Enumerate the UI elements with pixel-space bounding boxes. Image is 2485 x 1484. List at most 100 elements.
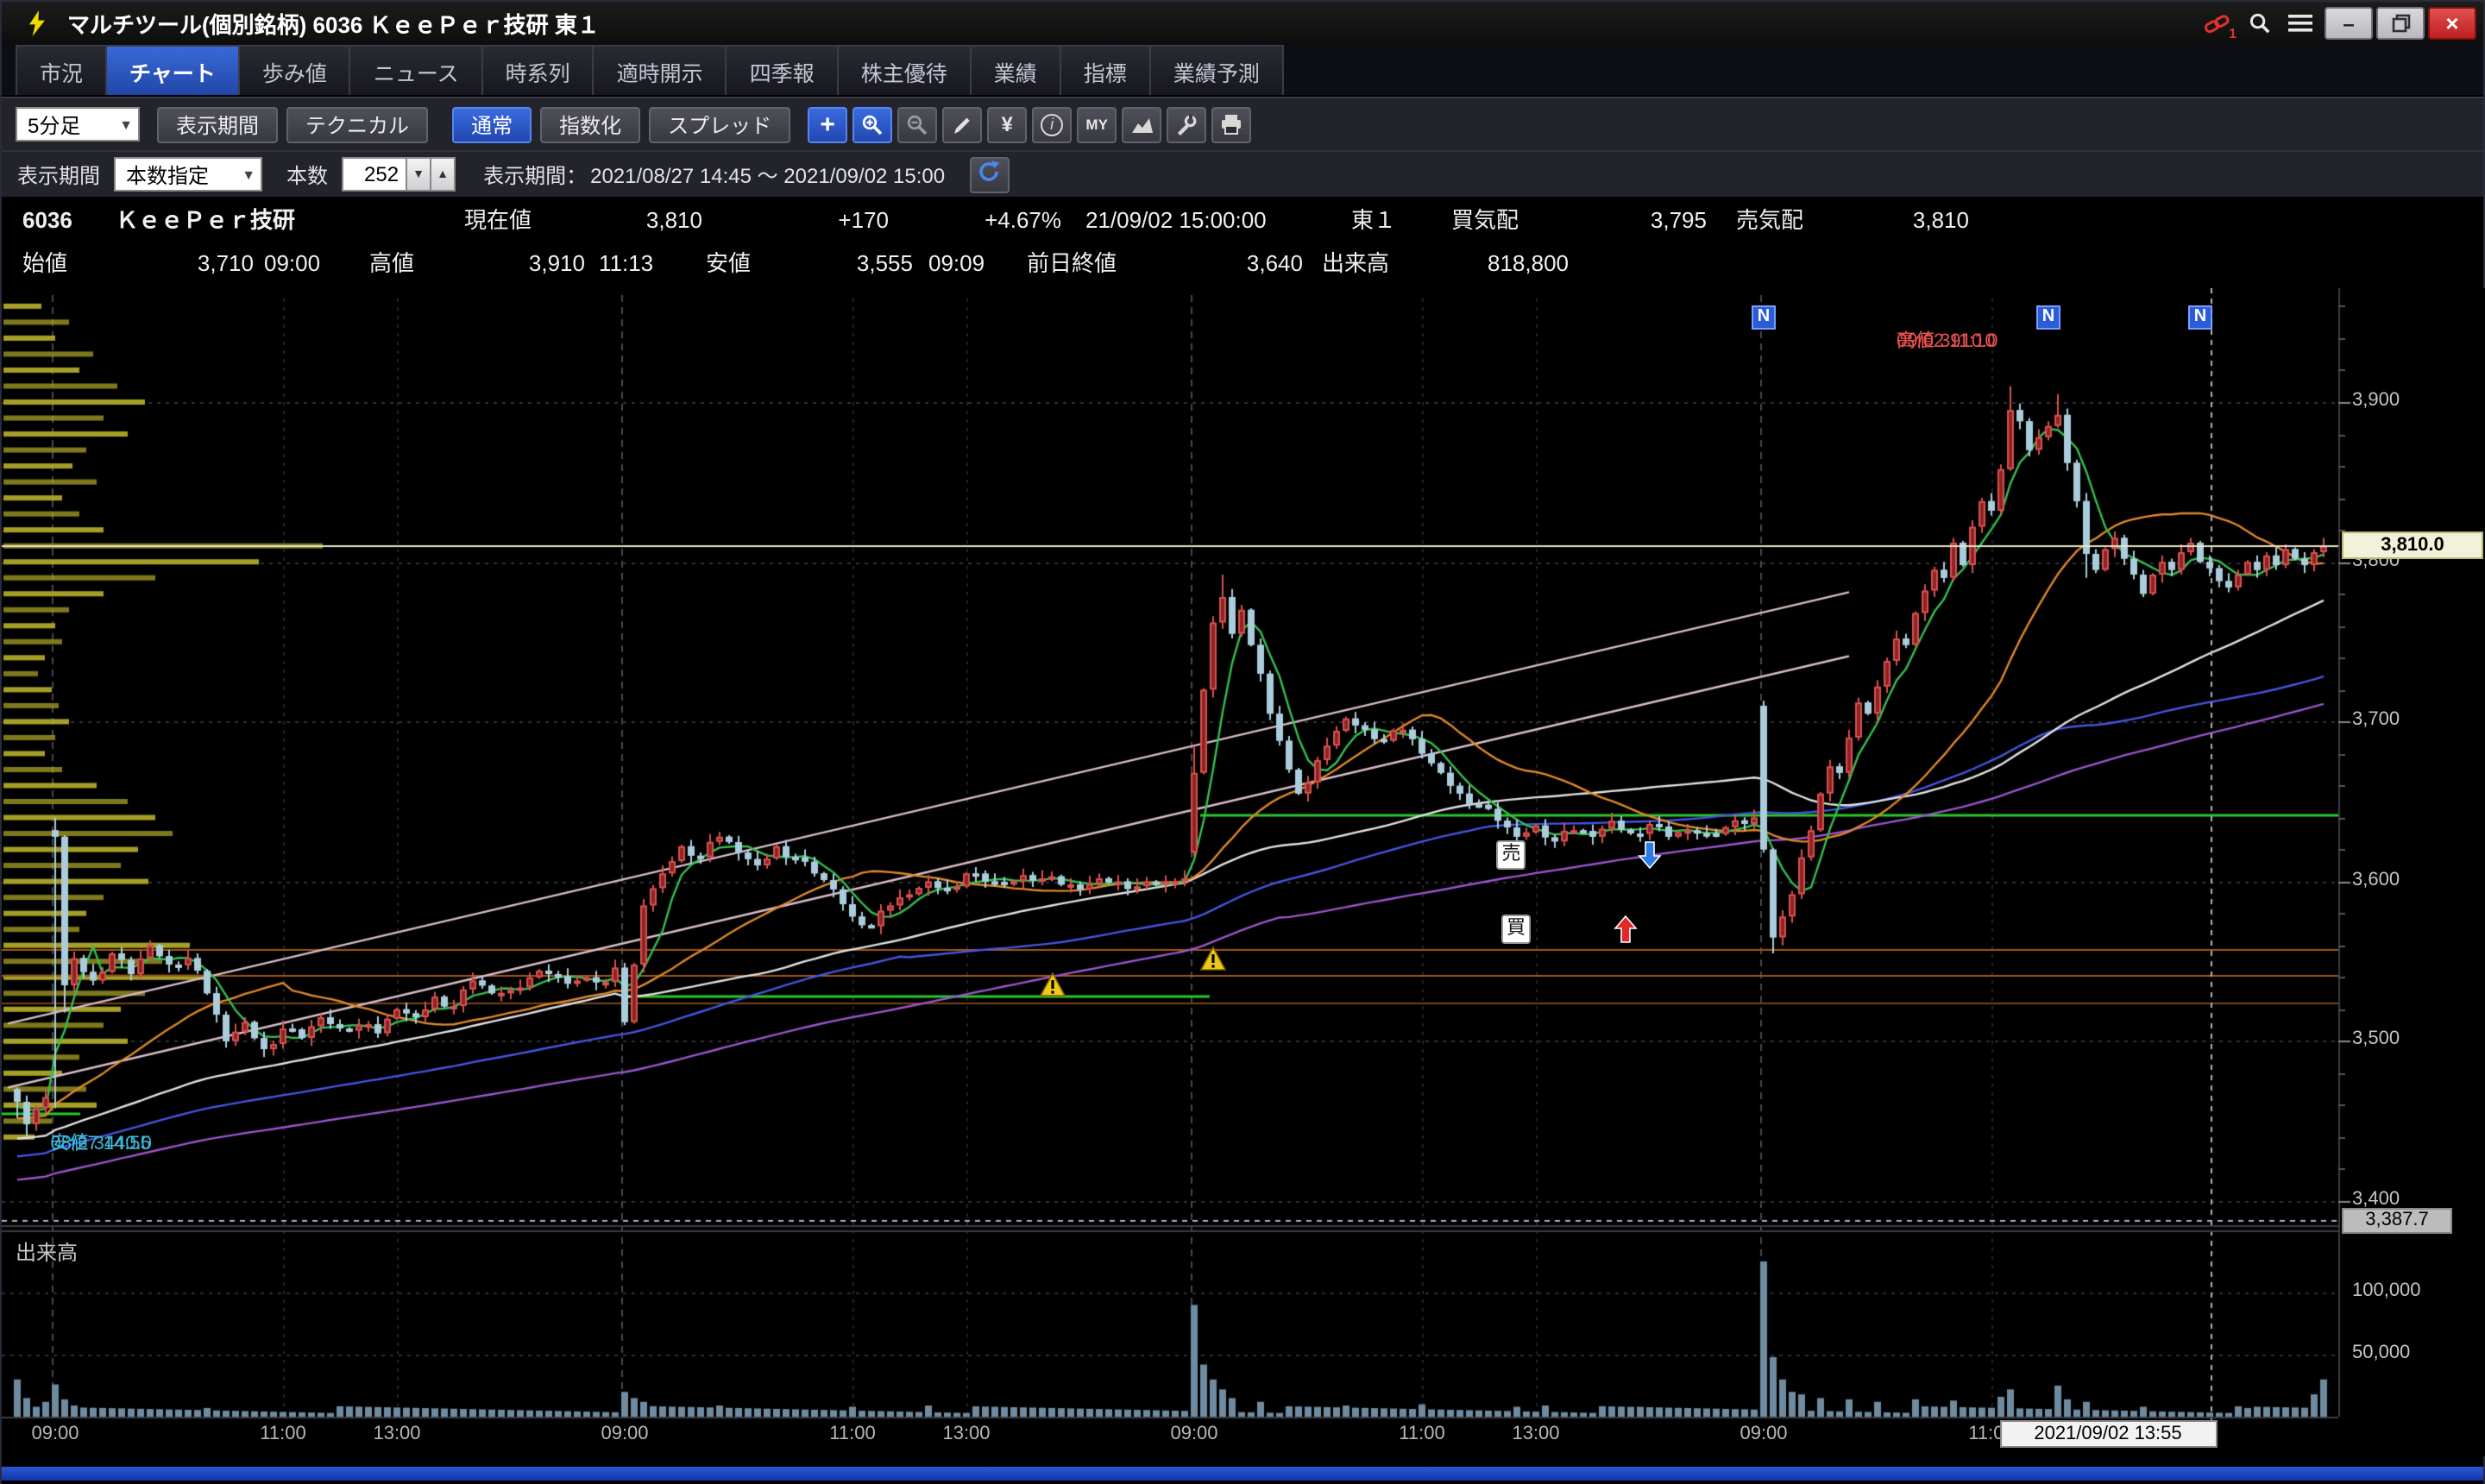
add-button[interactable]: + [808,106,848,142]
mountain-icon [1129,114,1154,135]
bottom-bar [2,1456,2483,1484]
open-time: 09:00 [264,250,321,276]
technical-button[interactable]: テクニカル [286,106,429,142]
period-label: 表示期間 [17,163,101,187]
maximize-button[interactable] [2376,7,2425,40]
search-icon[interactable] [2238,6,2280,41]
price-change-percent: +4.67% [985,207,1061,233]
low-time: 09:09 [928,250,985,276]
volume-value: 818,800 [1488,250,1569,276]
tab-disclosure[interactable]: 適時開示 [594,45,727,95]
close-button[interactable]: × [2428,7,2476,40]
tab-time-series[interactable]: 時系列 [482,45,595,95]
prev-close-price: 3,640 [1246,250,1303,276]
icon-button-group: + ¥ i MY [808,106,1256,142]
zoom-in-icon [861,113,884,135]
zoom-out-button[interactable] [897,106,938,142]
chevron-down-icon: ▼ [119,116,133,132]
range-mode-value: 本数指定 [126,163,210,187]
high-label: 高値 [369,250,415,276]
price-chart-canvas[interactable] [2,288,2485,1456]
mode-index-button[interactable]: 指数化 [540,106,641,142]
mode-spread-button[interactable]: スプレッド [649,106,791,142]
tab-bar: 市況 チャート 歩み値 ニュース 時系列 適時開示 四季報 株主優待 業績 指標 業績予測 [2,45,2483,97]
zoom-in-button[interactable] [852,106,893,142]
price-change: +170 [838,207,889,233]
link-icon[interactable]: 1 [2197,6,2238,41]
info-button[interactable]: i [1032,106,1073,142]
open-price: 3,710 [197,250,254,276]
high-time: 11:13 [599,250,654,276]
news-marker[interactable]: N [2188,305,2212,330]
tab-shikiho[interactable]: 四季報 [727,45,839,95]
yen-icon: ¥ [1001,112,1013,136]
volume-label: 出来高 [1322,250,1390,276]
reset-icon [977,160,1001,188]
stock-name: ＫｅｅＰｅｒ技研 [116,207,296,233]
range-label: 表示期間： [483,163,588,187]
app-lightning-icon [16,6,57,41]
interval-select[interactable]: 5分足 ▼ [16,107,140,141]
title-bar: マルチツール(個別銘柄) 6036 ＫｅｅＰｅｒ技研 東１ 1 – × [2,2,2483,45]
zoom-out-icon [906,113,928,135]
print-button[interactable] [1211,106,1252,142]
mode-normal-button[interactable]: 通常 [452,106,532,142]
settings-button[interactable] [1167,106,1207,142]
count-value[interactable]: 252 [342,157,408,192]
link-count-badge: 1 [2229,25,2236,41]
quote-row-secondary: 始値 3,710 09:00 高値 3,910 11:13 安値 3,555 0… [2,245,2483,288]
quote-row-primary: 6036 ＫｅｅＰｅｒ技研 現在値 3,810 +170 +4.67% 21/0… [2,197,2483,245]
reset-range-button[interactable] [969,156,1010,192]
wrench-icon [1175,113,1198,135]
horizontal-scrollbar[interactable] [2,1467,2483,1481]
range-mode-select[interactable]: 本数指定 ▼ [114,157,263,192]
plus-icon: + [820,110,835,139]
tab-market[interactable]: 市況 [16,45,108,95]
bid-label: 買気配 [1451,207,1519,233]
tab-forecast[interactable]: 業績予測 [1150,45,1284,95]
low-label: 安値 [706,250,752,276]
range-toolbar: 表示期間 本数指定 ▼ 本数 252 ▼ ▲ 表示期間： 2021/08/27 … [2,150,2483,197]
tab-shareholder-benefits[interactable]: 株主優待 [838,45,972,95]
info-icon: i [1041,113,1064,135]
period-button[interactable]: 表示期間 [157,106,279,142]
news-marker[interactable]: N [1752,305,1776,330]
stepper-down-icon[interactable]: ▼ [407,157,432,192]
tab-results[interactable]: 業績 [971,45,1061,95]
chart-area: 3,900 3,800 3,700 3,600 3,500 3,400 100,000 50,… [2,288,2485,1456]
quote-datetime: 21/09/02 15:00:00 [1085,207,1267,233]
yen-button[interactable]: ¥ [987,106,1028,142]
tab-chart[interactable]: チャート [107,45,240,95]
chart-toolbar: 5分足 ▼ 表示期間 テクニカル 通常 指数化 スプレッド + ¥ i MY [2,97,2483,150]
menu-icon[interactable] [2280,6,2321,41]
bid-price: 3,795 [1650,207,1707,233]
tab-tick[interactable]: 歩み値 [239,45,351,95]
current-price: 3,810 [645,207,702,233]
count-stepper[interactable]: 252 ▼ ▲ [342,157,456,192]
range-value: 2021/08/27 14:45 ～ 2021/09/02 15:00 [590,163,946,187]
prev-close-label: 前日終値 [1027,250,1117,276]
print-icon [1220,114,1242,135]
pencil-icon [951,113,973,135]
draw-button[interactable] [942,106,983,142]
ask-price: 3,810 [1912,207,1969,233]
tab-news[interactable]: ニュース [350,45,483,95]
my-button[interactable]: MY [1077,106,1117,142]
tab-indicators[interactable]: 指標 [1060,45,1151,95]
open-label: 始値 [22,250,68,276]
high-price: 3,910 [528,250,585,276]
my-icon: MY [1085,116,1108,133]
interval-value: 5分足 [28,113,81,137]
count-label: 本数 [286,163,329,187]
low-price: 3,555 [856,250,913,276]
chart-style-button[interactable] [1122,106,1162,142]
market-name: 東１ [1351,207,1397,233]
news-marker[interactable]: N [2036,305,2060,330]
minimize-button[interactable]: – [2325,7,2373,40]
stepper-up-icon[interactable]: ▲ [431,157,456,192]
ask-label: 売気配 [1736,207,1804,233]
price-label: 現在値 [464,207,532,233]
window-title: マルチツール(個別銘柄) 6036 ＫｅｅＰｅｒ技研 東１ [67,12,600,38]
stock-code: 6036 [22,207,72,233]
